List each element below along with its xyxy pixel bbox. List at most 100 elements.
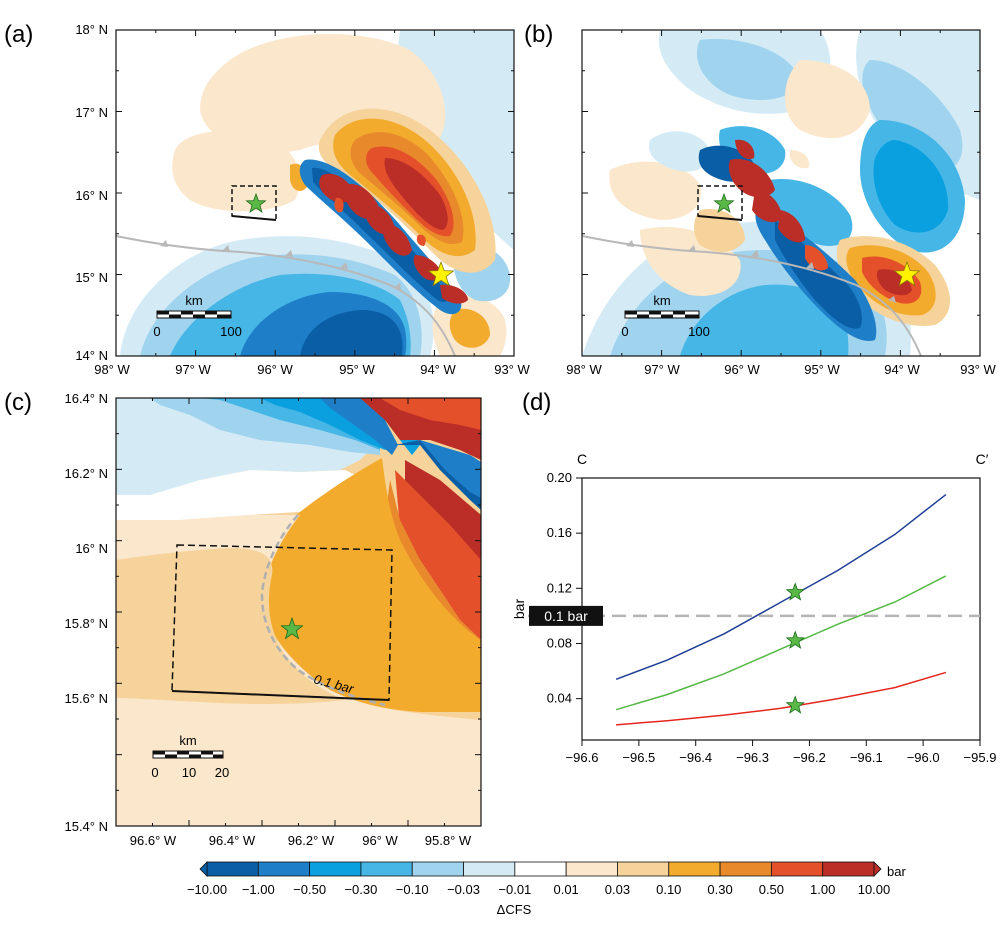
- panel-a-ticks: [115, 29, 515, 357]
- colorbar-tick-label: −1.00: [242, 882, 275, 897]
- svg-text:10: 10: [182, 765, 196, 780]
- svg-text:17° N: 17° N: [75, 105, 108, 120]
- colorbar-swatch: [514, 861, 567, 877]
- svg-text:14° N: 14° N: [75, 348, 108, 363]
- svg-text:100: 100: [220, 324, 242, 339]
- station-star-icon: [713, 192, 735, 213]
- colorbar-swatch: [565, 861, 618, 877]
- svg-text:16° N: 16° N: [75, 188, 108, 203]
- svg-text:0: 0: [621, 324, 628, 339]
- colorbar-tick-label: −0.30: [344, 882, 377, 897]
- x-tick-label: −96.2: [793, 750, 826, 765]
- profile-ylabel: bar: [511, 599, 527, 620]
- colorbar-swatch: [360, 861, 413, 877]
- colorbar-tick-label: 0.30: [707, 882, 732, 897]
- colorbar-unit: bar: [887, 864, 906, 879]
- x-tick-label: −95.9: [964, 750, 997, 765]
- panel-b-ticks: [581, 29, 981, 357]
- epicenter-star-icon: [427, 260, 455, 287]
- svg-text:96.6° W: 96.6° W: [130, 833, 177, 848]
- colorbar-swatch: [668, 861, 721, 877]
- y-tick-label: 0.04: [547, 691, 572, 706]
- svg-text:0: 0: [151, 765, 158, 780]
- panel-a-lon-labels: 98° W 97° W 96° W 95° W 94° W 93° W: [94, 362, 530, 377]
- panel-b-label: (b): [524, 21, 553, 48]
- svg-text:15.4° N: 15.4° N: [64, 819, 108, 834]
- colorbar-swatch: [822, 861, 875, 877]
- threshold-label-box: [529, 605, 603, 626]
- colorbar-swatch: [257, 861, 311, 877]
- svg-text:15.6° N: 15.6° N: [64, 691, 108, 706]
- svg-text:15° N: 15° N: [75, 270, 108, 285]
- station-star-icon: [245, 192, 267, 213]
- colorbar: −10.00 −1.00 −0.50 −0.30 −0.10 −0.03 −0.01 0.01…: [187, 861, 906, 917]
- colorbar-swatch: [309, 861, 362, 877]
- panel-a-label: (a): [4, 21, 33, 48]
- svg-text:15.8° N: 15.8° N: [64, 616, 108, 631]
- svg-text:0: 0: [153, 324, 160, 339]
- svg-text:km: km: [179, 733, 196, 748]
- svg-text:96.2° W: 96.2° W: [288, 833, 335, 848]
- svg-text:95.8° W: 95.8° W: [425, 833, 472, 848]
- y-tick-label: 0.12: [547, 580, 572, 595]
- colorbar-swatch: [463, 861, 516, 877]
- panel-b: 98° W 97° W 96° W 95° W 94° W 93° W (b) …: [524, 21, 996, 377]
- svg-text:97° W: 97° W: [175, 362, 211, 377]
- svg-text:96.4° W: 96.4° W: [209, 833, 256, 848]
- svg-text:94° W: 94° W: [420, 362, 456, 377]
- panel-a: 18° N 17° N 16° N 15° N 14° N 98° W 97° …: [4, 21, 530, 377]
- panel-c-ticks: [115, 397, 482, 827]
- colorbar-swatch: [617, 861, 670, 877]
- svg-text:93° W: 93° W: [494, 362, 530, 377]
- colorbar-swatch: [206, 861, 259, 877]
- svg-text:94° W: 94° W: [884, 362, 920, 377]
- panel-b-field: [582, 30, 980, 356]
- svg-text:96° W: 96° W: [362, 833, 398, 848]
- x-tick-label: −96.5: [622, 750, 655, 765]
- colorbar-min-arrow: [199, 861, 208, 877]
- series-line-0: [615, 493, 947, 681]
- threshold-label: 0.1 bar: [544, 608, 588, 624]
- colorbar-swatch: [411, 861, 464, 877]
- panel-c-scalebar: km 0 10 20: [151, 733, 229, 780]
- colorbar-tick-label: 1.00: [810, 882, 835, 897]
- colorbar-tick-label: −0.01: [498, 882, 531, 897]
- panel-c-lat-labels: 16.4° N 16.2° N 16° N 15.8° N 15.6° N 15…: [64, 391, 108, 834]
- svg-text:98° W: 98° W: [94, 362, 130, 377]
- colorbar-tick-label: −0.10: [396, 882, 429, 897]
- panel-c-field: 0.1 bar: [116, 398, 481, 826]
- series-line-1: [615, 575, 947, 711]
- colorbar-tick-label: 0.10: [656, 882, 681, 897]
- profile-end-label: C′: [976, 451, 989, 467]
- panel-d: (d) C C′ bar −96.6 −96.5 −96.4 −96.3 −96.2 −9…: [511, 389, 996, 765]
- epicenter-star-icon: [893, 260, 921, 287]
- svg-text:km: km: [185, 293, 202, 308]
- svg-text:18° N: 18° N: [75, 22, 108, 37]
- colorbar-tick-label: −0.03: [447, 882, 480, 897]
- x-tick-label: −96.3: [736, 750, 769, 765]
- colorbar-swatches: −10.00 −1.00 −0.50 −0.30 −0.10 −0.03 −0.01 0.01…: [187, 861, 891, 897]
- panel-a-lat-labels: 18° N 17° N 16° N 15° N 14° N: [75, 22, 108, 363]
- svg-text:16° N: 16° N: [75, 541, 108, 556]
- svg-text:95° W: 95° W: [804, 362, 840, 377]
- panel-c-lon-labels: 96.6° W 96.4° W 96.2° W 96° W 95.8° W: [130, 833, 472, 848]
- profile-frame: [581, 477, 981, 741]
- panel-c: 0.1 bar 16.4° N 16.2° N 16° N 15.8° N 15…: [4, 389, 482, 848]
- x-tick-label: −96.1: [850, 750, 883, 765]
- x-tick-label: −96.4: [679, 750, 712, 765]
- station-star-icon: [280, 616, 304, 640]
- colorbar-tick-label: 10.00: [858, 882, 891, 897]
- panel-a-scalebar: km 0 100: [153, 293, 241, 339]
- colorbar-tick-label: −10.00: [187, 882, 227, 897]
- colorbar-max-arrow: [873, 861, 882, 877]
- panel-c-label: (c): [4, 389, 32, 416]
- colorbar-tick-label: −0.50: [293, 882, 326, 897]
- svg-text:16.2° N: 16.2° N: [64, 466, 108, 481]
- colorbar-swatch: [719, 861, 772, 877]
- profile-start-label: C: [577, 451, 587, 467]
- svg-text:98° W: 98° W: [566, 362, 602, 377]
- svg-text:96° W: 96° W: [724, 362, 760, 377]
- colorbar-title: ΔCFS: [497, 902, 532, 917]
- series-line-2: [616, 671, 947, 726]
- svg-text:97° W: 97° W: [644, 362, 680, 377]
